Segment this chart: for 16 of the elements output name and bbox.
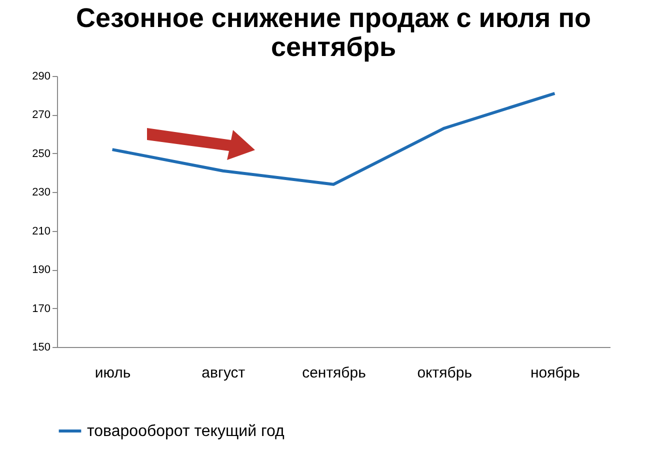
y-tick-label: 230 [32, 186, 50, 199]
y-tick-label: 210 [32, 225, 50, 238]
x-tick-label: август [202, 364, 246, 382]
x-tick-label: июль [94, 364, 131, 382]
y-tick-label: 150 [32, 342, 50, 354]
x-tick-label: ноябрь [530, 364, 580, 382]
y-tick-label: 250 [32, 148, 50, 160]
x-tick-label: сентябрь [302, 364, 366, 382]
y-tick-label: 290 [32, 70, 50, 82]
x-tick-label: октябрь [417, 364, 472, 382]
y-tick-label: 190 [32, 264, 50, 276]
chart-title: Сезонное снижение продаж с июля по сентябрь [76, 3, 591, 62]
legend-label: товарооборот текущий год [87, 423, 285, 440]
y-tick-label: 170 [32, 302, 50, 315]
line-series [110, 92, 556, 186]
y-tick-label: 270 [32, 109, 50, 122]
